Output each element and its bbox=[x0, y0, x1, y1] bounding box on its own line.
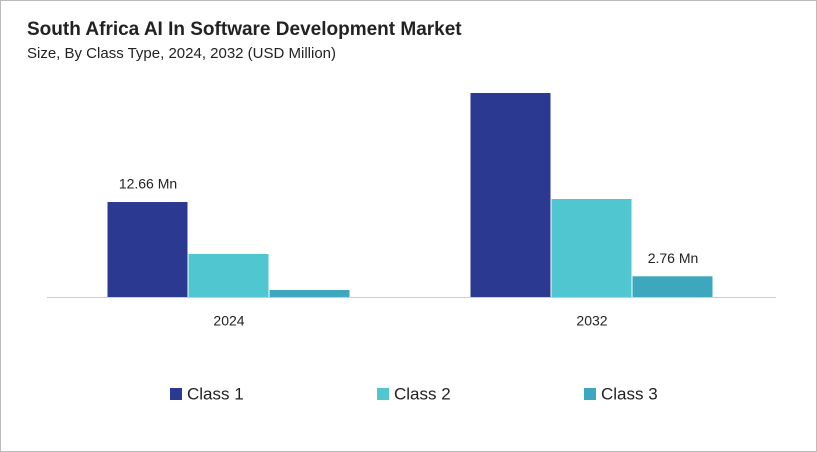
bar bbox=[632, 276, 713, 297]
bar bbox=[470, 93, 551, 297]
legend-swatch bbox=[377, 388, 389, 400]
bar bbox=[188, 254, 269, 297]
legend-swatch bbox=[170, 388, 182, 400]
legend-label: Class 1 bbox=[187, 384, 244, 403]
x-tick-label: 2024 bbox=[213, 313, 244, 329]
bar bbox=[551, 199, 632, 297]
x-tick-label: 2032 bbox=[576, 313, 607, 329]
bar bbox=[269, 290, 350, 297]
legend-swatch bbox=[584, 388, 596, 400]
chart-subtitle: Size, By Class Type, 2024, 2032 (USD Mil… bbox=[27, 45, 336, 62]
legend-label: Class 3 bbox=[601, 384, 658, 403]
chart-title: South Africa AI In Software Development … bbox=[27, 19, 462, 40]
bar bbox=[107, 202, 188, 297]
value-label: 12.66 Mn bbox=[119, 176, 177, 192]
value-label: 2.76 Mn bbox=[648, 250, 699, 266]
legend-label: Class 2 bbox=[394, 384, 451, 403]
